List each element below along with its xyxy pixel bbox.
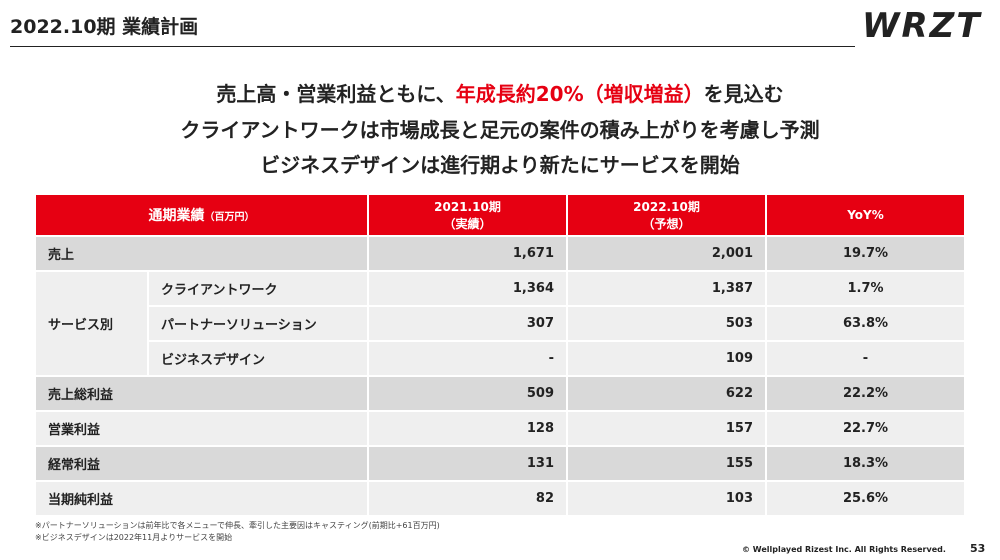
- cell-text: 622: [725, 386, 753, 401]
- label-cell: 売上: [35, 236, 368, 271]
- cell-text: 1,364: [512, 281, 554, 296]
- cell-text: 売上総利益: [48, 388, 114, 403]
- value-cell: -: [766, 341, 965, 376]
- header-text: YoY%: [847, 208, 884, 222]
- headline-text: を見込む: [703, 82, 784, 106]
- page-number: 53: [970, 542, 986, 555]
- value-cell: 25.6%: [766, 481, 965, 516]
- cell-text: クライアントワーク: [161, 283, 278, 298]
- cell-text: 営業利益: [48, 423, 101, 438]
- value-cell: 18.3%: [766, 446, 965, 481]
- cell-text: 25.6%: [842, 491, 889, 506]
- label-cell: ビジネスデザイン: [148, 341, 368, 376]
- value-cell: -: [368, 341, 567, 376]
- value-cell: 131: [368, 446, 567, 481]
- header-text: （予想）: [642, 217, 691, 231]
- cell-text: パートナーソリューション: [161, 318, 317, 333]
- cell-text: 109: [725, 351, 753, 366]
- cell-text: 131: [526, 456, 554, 471]
- label-cell: クライアントワーク: [148, 271, 368, 306]
- cell-text: 1,671: [512, 246, 554, 261]
- cell-text: 157: [725, 421, 753, 436]
- footnote: ※ビジネスデザインは2022年11月よりサービスを開始: [35, 533, 233, 542]
- header-cell: 通期業績 （百万円）: [35, 194, 368, 236]
- value-cell: 82: [368, 481, 567, 516]
- header-text: 2021.10期: [434, 200, 501, 214]
- cell-text: ビジネスデザイン: [161, 353, 266, 368]
- title-rule: [10, 46, 855, 47]
- label-cell: 売上総利益: [35, 376, 368, 411]
- header-cell: YoY%: [766, 194, 965, 236]
- value-cell: 63.8%: [766, 306, 965, 341]
- value-cell: 622: [567, 376, 766, 411]
- label-cell: 当期純利益: [35, 481, 368, 516]
- cell-text: 2,001: [711, 246, 753, 261]
- table: 通期業績 （百万円） 2021.10期 （実績） 2022.10期 （予想） YoY% 売上 1…: [35, 194, 965, 518]
- value-cell: 509: [368, 376, 567, 411]
- cell-text: 1.7%: [847, 281, 884, 296]
- header-cell: 2022.10期 （予想）: [567, 194, 766, 236]
- value-cell: 22.7%: [766, 411, 965, 446]
- value-cell: 1,387: [567, 271, 766, 306]
- cell-text: 18.3%: [842, 456, 889, 471]
- label-cell: 経常利益: [35, 446, 368, 481]
- cell-text: 509: [526, 386, 554, 401]
- value-cell: 1.7%: [766, 271, 965, 306]
- value-cell: 1,671: [368, 236, 567, 271]
- cell-text: 当期純利益: [48, 493, 114, 508]
- value-cell: 128: [368, 411, 567, 446]
- value-cell: 2,001: [567, 236, 766, 271]
- label-cell: パートナーソリューション: [148, 306, 368, 341]
- header-cell: 2021.10期 （実績）: [368, 194, 567, 236]
- value-cell: 19.7%: [766, 236, 965, 271]
- headline-highlight: 年成長約20%（増収増益）: [455, 82, 704, 106]
- cell-text: 22.2%: [842, 386, 889, 401]
- cell-text: -: [862, 351, 869, 366]
- value-cell: 1,364: [368, 271, 567, 306]
- value-cell: 22.2%: [766, 376, 965, 411]
- cell-text: サービス別: [48, 318, 114, 333]
- cell-text: 503: [725, 316, 753, 331]
- slide-title: 2022.10期 業績計画: [10, 16, 199, 38]
- cell-text: 103: [725, 491, 753, 506]
- cell-text: 128: [526, 421, 554, 436]
- cell-text: -: [548, 351, 554, 366]
- value-cell: 503: [567, 306, 766, 341]
- value-cell: 103: [567, 481, 766, 516]
- value-cell: 307: [368, 306, 567, 341]
- value-cell: 155: [567, 446, 766, 481]
- header-text: 2022.10期: [633, 200, 700, 214]
- footnote: ※パートナーソリューションは前年比で各メニューで伸長、牽引した主要因はキャスティ…: [35, 521, 440, 530]
- headline-text: 売上高・営業利益ともに、: [216, 82, 456, 106]
- cell-text: 155: [725, 456, 753, 471]
- value-cell: 109: [567, 341, 766, 376]
- logo: WRZT: [862, 6, 982, 46]
- copyright: © Wellplayed Rizest Inc. All Rights Rese…: [742, 545, 946, 554]
- header-text: （実績）: [443, 217, 492, 231]
- cell-text: 307: [526, 316, 554, 331]
- label-cell: 営業利益: [35, 411, 368, 446]
- header-unit: （百万円）: [204, 211, 255, 223]
- cell-text: 売上: [48, 248, 75, 263]
- cell-text: 82: [535, 491, 554, 506]
- header-text: 通期業績: [148, 208, 205, 224]
- cell-text: 19.7%: [842, 246, 889, 261]
- cell-text: 22.7%: [842, 421, 889, 436]
- value-cell: 157: [567, 411, 766, 446]
- group-cell: サービス別: [35, 271, 148, 376]
- cell-text: 63.8%: [842, 316, 889, 331]
- cell-text: 経常利益: [48, 458, 101, 473]
- headline-line: ビジネスデザインは進行期より新たにサービスを開始: [260, 153, 740, 177]
- cell-text: 1,387: [711, 281, 753, 296]
- headline-line: クライアントワークは市場成長と足元の案件の積み上がりを考慮し予測: [180, 118, 820, 142]
- headline-line: 売上高・営業利益ともに、年成長約20%（増収増益）を見込む: [0, 78, 1000, 107]
